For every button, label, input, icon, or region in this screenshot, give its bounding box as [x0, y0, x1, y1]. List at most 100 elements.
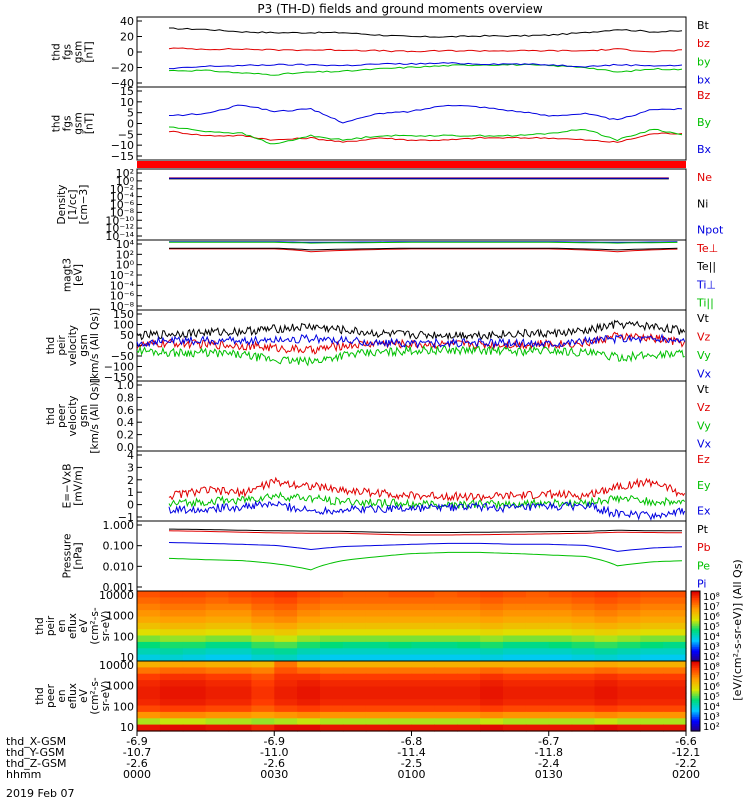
colorbar-swatch	[691, 725, 700, 729]
y-axis-label-line: eflux	[67, 683, 79, 709]
heatmap-cell	[457, 661, 481, 668]
heatmap-cell	[342, 629, 367, 637]
heatmap-cell	[594, 603, 618, 611]
heatmap-cell	[159, 648, 184, 656]
colorbar-swatch	[691, 715, 700, 718]
heatmap-cell	[617, 635, 641, 643]
heatmap-cell	[251, 667, 275, 675]
series-peir_velocity-Vy	[136, 344, 685, 367]
heatmap-cell	[548, 641, 573, 649]
colorbar-tick-label: 10³	[703, 712, 720, 723]
heatmap-cell	[480, 648, 504, 656]
heatmap-cell	[342, 641, 367, 649]
y-axis-label-line: en	[56, 689, 68, 702]
heatmap-cell	[434, 718, 458, 726]
heatmap-cell	[548, 686, 573, 694]
heatmap-cell	[663, 692, 687, 700]
legend-temperature-1: Te||	[696, 260, 716, 273]
heatmap-cell	[182, 673, 207, 681]
heatmap-cell	[228, 711, 252, 719]
bottom-axis: thd_X-GSMthd_Y-GSMthd_Z-GSMhhmm-6.9-10.7…	[6, 731, 700, 781]
heatmap-cell	[342, 680, 367, 688]
y-axis-label-line: thd	[45, 407, 57, 424]
legend-peir_velocity-3: Vx	[697, 368, 712, 381]
colorbar-swatch	[691, 615, 700, 618]
heatmap-cell	[274, 718, 298, 726]
y-axis-label-line: peer	[45, 683, 57, 708]
heatmap-cell	[205, 699, 230, 707]
y-tick-label: 10000	[99, 589, 134, 602]
heatmap-cell	[663, 648, 687, 656]
heatmap-cell	[663, 673, 687, 681]
heatmap-cell	[457, 718, 481, 726]
heatmap-cell	[411, 705, 435, 713]
colorbar-swatch	[691, 606, 700, 610]
heatmap-cell	[320, 635, 344, 643]
colorbar-swatch	[691, 664, 700, 667]
heatmap-cell	[480, 603, 504, 611]
heatmap-cell	[388, 680, 413, 688]
y-tick-label: 10	[120, 96, 134, 109]
heatmap-cell	[182, 629, 207, 637]
y-tick-label: 10⁻⁸	[110, 206, 135, 219]
y-axis-label-line: eV	[78, 688, 90, 702]
heatmap-cell	[640, 635, 664, 643]
heatmap-cell	[228, 680, 252, 688]
heatmap-cell	[274, 603, 298, 611]
heatmap-cell	[228, 616, 252, 624]
heatmap-cell	[548, 648, 573, 656]
heatmap-cell	[159, 686, 184, 694]
y-tick-label: 0	[127, 340, 134, 353]
y-axis-label-line: (cm²-s-	[89, 677, 101, 715]
heatmap-cell	[594, 686, 618, 694]
heatmap-cell	[228, 635, 252, 643]
heatmap-cell	[137, 591, 161, 598]
legend-fgs_gsm-2: by	[697, 55, 711, 68]
heatmap-cell	[365, 718, 390, 726]
heatmap-cell	[297, 699, 321, 707]
colorbar-swatch	[691, 701, 700, 704]
heatmap-cell	[457, 686, 481, 694]
heatmap-cell	[525, 591, 550, 598]
heatmap-cell	[159, 667, 184, 675]
legend-temperature-3: Ti||	[696, 297, 714, 310]
heatmap-cell	[388, 591, 413, 598]
heatmap-cell	[365, 667, 390, 675]
y-axis-label-line: gsm	[78, 405, 90, 427]
series-peir_velocity-Vt	[136, 319, 686, 341]
colorbar-swatch	[691, 718, 700, 722]
heatmap-cell	[251, 724, 275, 732]
heatmap-cell	[137, 622, 161, 630]
y-axis-label-line: thd	[51, 43, 63, 60]
heatmap-cell	[503, 673, 527, 681]
heatmap-cell	[159, 603, 184, 611]
heatmap-cell	[297, 673, 321, 681]
heatmap-cell	[320, 641, 344, 649]
heatmap-cell	[525, 654, 550, 662]
colorbar-tick-label: 10⁵	[703, 692, 720, 703]
heatmap-cell	[205, 603, 230, 611]
chart-peer_spec	[136, 660, 687, 732]
chart-pressure	[168, 528, 683, 571]
heatmap-cell	[663, 667, 687, 675]
chart-fgs_gsm	[168, 27, 683, 76]
series-fgs_gsm-by	[168, 63, 683, 76]
heatmap-cell	[434, 667, 458, 675]
heatmap-cell	[434, 711, 458, 719]
heatmap-cell	[388, 686, 413, 694]
heatmap-cell	[388, 635, 413, 643]
colorbar-swatch	[691, 720, 700, 723]
y-tick-label: 10⁰	[116, 175, 135, 188]
bottom-value: -6.9	[264, 735, 285, 748]
colorbar-tick-label: 10⁵	[703, 622, 720, 633]
heatmap-cell	[525, 724, 550, 732]
series-temperature-Te||	[169, 247, 678, 251]
chart-peir_spec	[136, 590, 687, 662]
heatmap-cell	[617, 718, 641, 726]
heatmap-cell	[457, 648, 481, 656]
heatmap-cell	[342, 711, 367, 719]
bottom-row-label: thd_Y-GSM	[6, 746, 65, 759]
heatmap-cell	[503, 641, 527, 649]
